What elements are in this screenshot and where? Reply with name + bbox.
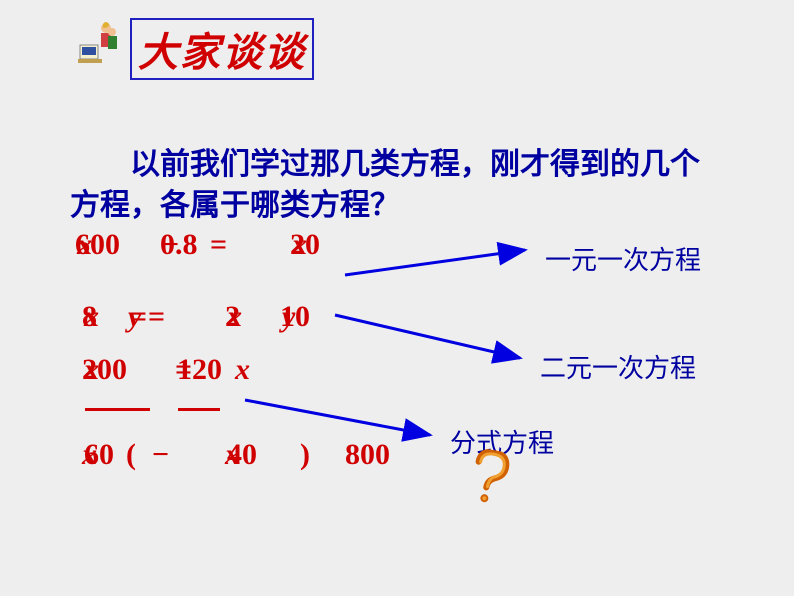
eq1-x: x <box>77 228 92 262</box>
arrow-3 <box>240 395 440 445</box>
label-linear-1: 一元一次方程 <box>545 240 701 277</box>
eq4-60: 60 <box>84 438 114 472</box>
question-mark-icon <box>460 446 521 521</box>
eq1-x2: x <box>292 228 307 262</box>
frac-line-2 <box>178 408 220 411</box>
label-linear-2: 二元一次方程 <box>540 348 696 385</box>
eq3-120: 120 <box>177 353 222 387</box>
eq4-minus: − <box>152 438 169 472</box>
eq2-x: x <box>84 300 99 334</box>
eq1-dash: − <box>162 228 179 262</box>
title-box: 大家谈谈 <box>130 18 314 80</box>
eq3-x: x <box>84 353 99 387</box>
eq2-y2: y <box>282 300 295 334</box>
eq1-eq: = <box>210 228 227 262</box>
eq4-lp: ( <box>126 438 136 472</box>
eq2-eq: = <box>148 300 165 334</box>
eq2-eqo: = <box>130 300 147 334</box>
question-text: 以前我们学过那几类方程，刚才得到的几个方程，各属于哪类方程？ <box>70 145 720 226</box>
eq3-x2: x <box>235 353 250 387</box>
arrow-2 <box>330 310 530 370</box>
eq2-x2: x <box>227 300 242 334</box>
arrow-1 <box>340 240 540 280</box>
title-text: 大家谈谈 <box>138 30 306 75</box>
people-computer-icon <box>78 20 120 65</box>
frac-line-1 <box>85 408 150 411</box>
